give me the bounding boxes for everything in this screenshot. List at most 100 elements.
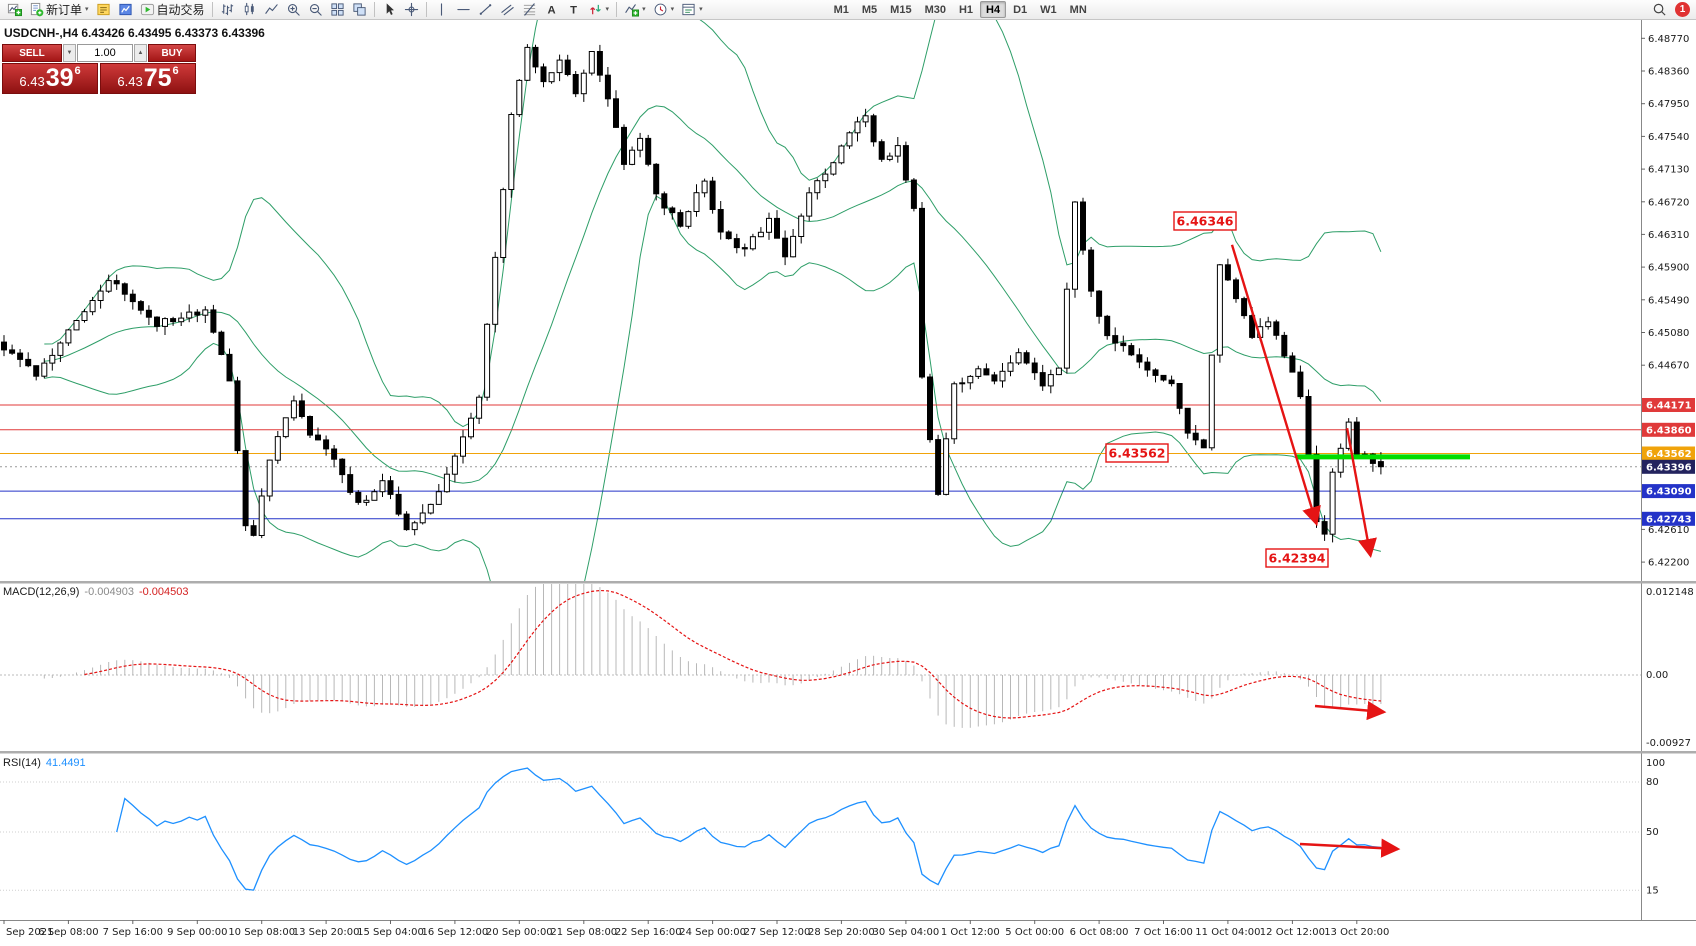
timeframe-m1-button[interactable]: M1 <box>828 1 855 18</box>
fibonacci-button[interactable] <box>519 1 540 19</box>
line-chart-button[interactable] <box>261 1 282 19</box>
candle-body <box>822 173 829 182</box>
sell-button[interactable]: SELL <box>2 44 62 62</box>
autotrading-button[interactable]: 自动交易 <box>137 1 208 19</box>
candle-body <box>323 439 330 450</box>
candle-body <box>621 126 627 165</box>
bollinger-lower-band <box>44 195 1382 582</box>
toolbar-right-group: 1 <box>1649 1 1692 19</box>
notification-badge[interactable]: 1 <box>1675 2 1690 17</box>
trend-arrow-object[interactable] <box>1230 244 1321 527</box>
time-tick-label: 28 Sep 20:00 <box>808 927 875 938</box>
sell-price-button[interactable]: 6.43 39 6 <box>2 63 98 94</box>
text-label-icon: T <box>566 2 581 17</box>
toolbar-separator <box>616 2 618 17</box>
periods-button[interactable]: ▾ <box>650 1 678 19</box>
timeframe-mn-button[interactable]: MN <box>1064 1 1093 18</box>
candle-body <box>500 189 507 259</box>
search-button[interactable] <box>1649 1 1670 19</box>
timeframe-h1-button[interactable]: H1 <box>953 1 979 18</box>
timeframe-m5-button[interactable]: M5 <box>856 1 883 18</box>
new-chart-button[interactable] <box>4 1 25 19</box>
text-label-button[interactable]: T <box>563 1 584 19</box>
time-tick-label: 12 Oct 12:00 <box>1260 927 1325 938</box>
candle-body <box>1088 249 1095 292</box>
price-tick-label: 6.47950 <box>1648 99 1689 110</box>
candle-body <box>556 59 563 74</box>
indicators-button[interactable]: ▾ <box>621 1 649 19</box>
price-tick-label: 6.42610 <box>1648 525 1689 536</box>
candle-body <box>17 352 24 360</box>
rsi-label: RSI(14) 41.4491 <box>3 757 86 769</box>
badge-text: 6.43090 <box>1646 487 1692 498</box>
volume-decrease-button[interactable]: ▼ <box>63 44 76 62</box>
candle-body <box>1 341 7 351</box>
candle-body <box>1289 355 1296 373</box>
line-price-badge: 6.43090 <box>1642 484 1695 499</box>
chart-area[interactable]: 6.46346 6.43562 6.42394 6.48770 6.48360 6.479… <box>0 20 1696 946</box>
rsi-scale-label: 80 <box>1646 777 1659 788</box>
timeframe-w1-button[interactable]: W1 <box>1034 1 1063 18</box>
vertical-line-button[interactable] <box>431 1 452 19</box>
templates-icon <box>681 2 696 17</box>
candle-body <box>395 493 402 515</box>
candles-chart-button[interactable] <box>239 1 260 19</box>
timeframe-m30-button[interactable]: M30 <box>919 1 952 18</box>
metaeditor-button[interactable] <box>93 1 114 19</box>
timeframe-d1-button[interactable]: D1 <box>1007 1 1033 18</box>
price-annotation-label[interactable]: 6.42394 <box>1265 548 1329 568</box>
buy-button[interactable]: BUY <box>148 44 196 62</box>
timeframe-h4-button[interactable]: H4 <box>980 1 1007 18</box>
price-annotation-label[interactable]: 6.43562 <box>1105 443 1169 463</box>
rsi-value: 41.4491 <box>45 757 86 769</box>
macd-arrow-object[interactable] <box>1314 700 1387 721</box>
templates-button[interactable]: ▾ <box>678 1 706 19</box>
crosshair-button[interactable] <box>401 1 422 19</box>
macd-scale-label: 0.00 <box>1646 670 1668 681</box>
badge-text: 6.42743 <box>1646 514 1692 525</box>
trend-arrow-object[interactable] <box>1345 427 1377 559</box>
zoom-in-button[interactable] <box>283 1 304 19</box>
candle-body <box>129 293 136 303</box>
candle-body <box>137 301 144 311</box>
candle-body <box>1136 354 1143 363</box>
arrow-objects-button[interactable]: ▾ <box>585 1 613 19</box>
volume-input[interactable] <box>77 44 133 62</box>
candle-body <box>604 74 611 100</box>
trendline-button[interactable] <box>475 1 496 19</box>
candle-body <box>1072 201 1078 290</box>
price-annotation-label[interactable]: 6.46346 <box>1173 211 1237 231</box>
buy-price-button[interactable]: 6.43 75 6 <box>100 63 196 94</box>
candle-body <box>951 383 958 440</box>
volume-increase-button[interactable]: ▲ <box>134 44 147 62</box>
pane-separator[interactable] <box>0 581 1696 584</box>
equidistant-channel-button[interactable] <box>497 1 518 19</box>
time-tick-label: 6 Sep 08:00 <box>38 927 98 938</box>
bars-chart-button[interactable] <box>217 1 238 19</box>
tile-windows-button[interactable] <box>327 1 348 19</box>
price-chart[interactable]: 6.46346 6.43562 6.42394 6.48770 6.48360 6.479… <box>0 20 1696 946</box>
candle-body <box>1329 471 1336 535</box>
candle-body <box>1055 367 1062 376</box>
zoom-out-button[interactable] <box>305 1 326 19</box>
arrange-windows-icon <box>352 2 367 17</box>
arrange-windows-button[interactable] <box>349 1 370 19</box>
price-tick-label: 6.46720 <box>1648 197 1689 208</box>
cursor-button[interactable] <box>379 1 400 19</box>
macd-name: MACD(12,26,9) <box>3 586 80 598</box>
market-watch-button[interactable] <box>115 1 136 19</box>
text-button[interactable]: A <box>541 1 562 19</box>
horizontal-line-button[interactable] <box>453 1 474 19</box>
candle-body <box>846 132 853 147</box>
candle-body <box>1281 334 1288 357</box>
candle-body <box>1224 264 1231 281</box>
timeframe-m15-button[interactable]: M15 <box>884 1 917 18</box>
rsi-arrow-object[interactable] <box>1299 838 1401 858</box>
chart-title-text: USDCNH-,H4 6.43426 6.43495 6.43373 6.433… <box>4 26 265 40</box>
pane-separator[interactable] <box>0 751 1696 754</box>
new-order-button[interactable]: 新订单 ▾ <box>26 1 92 19</box>
candle-body <box>1031 362 1038 374</box>
candle-body <box>121 283 128 295</box>
candle-body <box>919 207 925 378</box>
